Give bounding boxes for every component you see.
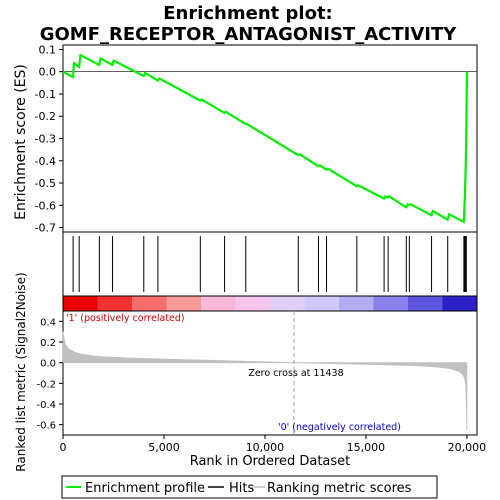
- es-y-tick-label: 0.0: [39, 66, 57, 79]
- colorbar-segment: [166, 296, 202, 311]
- colorbar-segment: [132, 296, 167, 311]
- x-tick-label: 0: [60, 441, 67, 454]
- metric-area-group: [62, 331, 468, 430]
- metric-y-tick-label: 0.4: [40, 317, 56, 328]
- colorbar-segment: [373, 296, 409, 311]
- metric-y-tick-label: 0.2: [40, 338, 56, 349]
- es-y-axis: 0.1 0.0 -0.1 -0.2 -0.3 -0.4 -0.5 -0.6 -0.7: [35, 43, 63, 235]
- legend-label-ranking: Ranking metric scores: [267, 481, 412, 496]
- metric-x-axis: 0 5,000 10,000 15,000 20,000: [60, 435, 487, 454]
- x-tick-label: 10,000: [246, 441, 285, 454]
- colorbar-segment: [235, 296, 271, 311]
- x-tick-label: 20,000: [448, 441, 487, 454]
- es-y-tick-label: -0.3: [35, 133, 56, 146]
- es-y-tick-label: -0.2: [35, 110, 56, 123]
- x-axis-label: Rank in Ordered Dataset: [190, 454, 351, 469]
- colorbar-segment: [270, 296, 305, 311]
- negative-correlation-label: '0' (negatively correlated): [278, 422, 401, 433]
- es-y-axis-label: Enrichment score (ES): [13, 64, 29, 220]
- chart-title: Enrichment plot:: [163, 3, 333, 24]
- zero-cross-label: Zero cross at 11438: [248, 368, 343, 379]
- x-tick-label: 15,000: [347, 441, 386, 454]
- metric-y-axis: 0.4 0.2 0.0 -0.2 -0.4 -0.6: [36, 317, 63, 432]
- colorbar-segment: [201, 296, 236, 311]
- colorbar-segment: [339, 296, 374, 311]
- ranking-metric-area: [62, 331, 468, 430]
- es-line-group: [62, 53, 477, 224]
- colorbar-segment: [63, 296, 98, 311]
- es-y-tick-label: -0.7: [35, 222, 56, 235]
- positive-correlation-label: '1' (positively correlated): [66, 313, 185, 324]
- colorbar-segment: [442, 296, 478, 311]
- es-y-tick-label: -0.4: [35, 155, 56, 168]
- colorbar-segment: [408, 296, 443, 311]
- es-y-tick-label: 0.1: [39, 43, 57, 56]
- chart-subtitle: GOMF_RECEPTOR_ANTAGONIST_ACTIVITY: [40, 24, 457, 45]
- es-y-tick-label: -0.6: [35, 199, 56, 212]
- rank-colorbar: [63, 296, 478, 311]
- es-y-tick-label: -0.1: [35, 88, 56, 101]
- metric-plot-frame: [62, 310, 478, 436]
- colorbar-segment: [97, 296, 133, 311]
- legend-label-hits: Hits: [229, 481, 254, 496]
- colorbar-segment: [304, 296, 340, 311]
- hits-group: [72, 236, 467, 292]
- metric-y-tick-label: -0.6: [36, 421, 56, 432]
- x-tick-label: 5,000: [148, 441, 180, 454]
- metric-y-tick-label: -0.2: [36, 379, 56, 390]
- legend-label-enrichment: Enrichment profile: [85, 481, 205, 496]
- metric-y-tick-label: 0.0: [40, 359, 56, 370]
- metric-y-tick-label: -0.4: [36, 400, 56, 411]
- enrichment-profile-line: [62, 53, 468, 224]
- legend-box: [61, 475, 438, 499]
- es-y-tick-label: -0.5: [35, 177, 56, 190]
- metric-y-axis-label: Ranked list metric (Signal2Noise): [14, 272, 28, 471]
